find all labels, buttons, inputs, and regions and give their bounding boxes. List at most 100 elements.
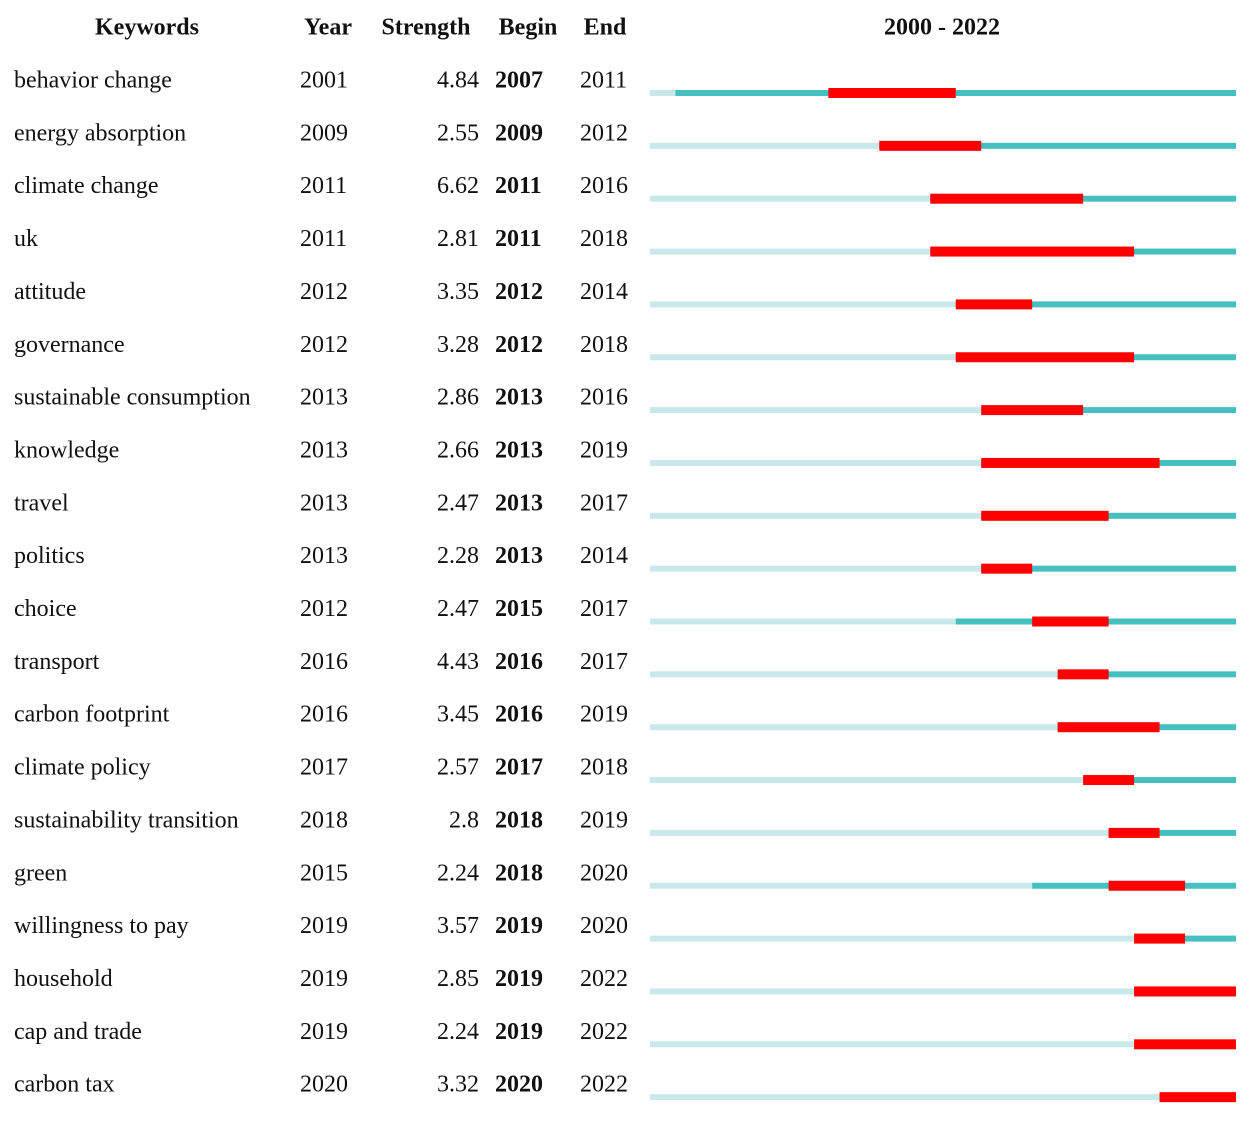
- keyword: willingness to pay: [14, 913, 189, 939]
- before-segment: [650, 671, 1058, 678]
- year: 2019: [300, 966, 348, 992]
- strength: 4.84: [437, 68, 479, 94]
- strength: 2.85: [437, 966, 479, 992]
- keyword: sustainability transition: [14, 807, 239, 833]
- header: Year: [304, 15, 352, 41]
- strength: 3.35: [437, 279, 479, 305]
- begin: 2013: [495, 437, 543, 463]
- end: 2016: [580, 173, 628, 199]
- begin: 2018: [495, 860, 543, 886]
- strength: 3.32: [437, 1072, 479, 1098]
- before-segment: [650, 935, 1135, 942]
- begin: 2013: [495, 543, 543, 569]
- end: 2017: [580, 490, 628, 516]
- before-segment: [650, 988, 1135, 995]
- strength: 3.45: [437, 702, 479, 728]
- begin: 2019: [495, 966, 543, 992]
- active-segment: [1108, 829, 1236, 836]
- strength: 2.81: [437, 226, 479, 252]
- strength: 2.55: [437, 120, 479, 146]
- burst-segment: [1108, 827, 1160, 838]
- strength: 4.43: [437, 649, 479, 675]
- year: 2009: [300, 120, 348, 146]
- strength: 2.8: [449, 807, 479, 833]
- begin: 2019: [495, 1019, 543, 1045]
- active-segment: [879, 142, 1236, 149]
- keyword: energy absorption: [14, 120, 186, 146]
- strength: 2.28: [437, 543, 479, 569]
- keyword: cap and trade: [14, 1019, 142, 1045]
- keyword: climate change: [14, 173, 159, 199]
- end: 2020: [580, 860, 628, 886]
- end: 2011: [580, 68, 627, 94]
- end: 2018: [580, 755, 628, 781]
- end: 2017: [580, 649, 628, 675]
- year: 2019: [300, 913, 348, 939]
- end: 2022: [580, 1072, 628, 1098]
- end: 2012: [580, 120, 628, 146]
- before-segment: [650, 565, 982, 572]
- strength: 2.57: [437, 755, 479, 781]
- burst-segment: [1134, 933, 1186, 944]
- strength: 3.57: [437, 913, 479, 939]
- burst-segment: [930, 193, 1084, 204]
- begin: 2012: [495, 279, 543, 305]
- year: 2011: [300, 173, 347, 199]
- year: 2013: [300, 543, 348, 569]
- strength: 2.47: [437, 490, 479, 516]
- before-segment: [650, 248, 931, 255]
- end: 2014: [580, 543, 628, 569]
- strength: 6.62: [437, 173, 479, 199]
- keyword: attitude: [14, 279, 86, 305]
- before-segment: [650, 142, 880, 149]
- burst-segment: [1134, 986, 1236, 997]
- year: 2012: [300, 279, 348, 305]
- year: 2019: [300, 1019, 348, 1045]
- year: 2011: [300, 226, 347, 252]
- before-segment: [650, 512, 982, 519]
- year: 2015: [300, 860, 348, 886]
- begin: 2012: [495, 332, 543, 358]
- end: 2018: [580, 332, 628, 358]
- end: 2014: [580, 279, 628, 305]
- begin: 2015: [495, 596, 543, 622]
- active-segment: [1083, 777, 1236, 784]
- before-segment: [650, 724, 1058, 731]
- year: 2017: [300, 755, 348, 781]
- keyword: green: [14, 860, 67, 886]
- strength: 2.24: [437, 860, 479, 886]
- burst-segment: [1057, 722, 1160, 733]
- begin: 2011: [495, 226, 542, 252]
- begin: 2007: [495, 68, 543, 94]
- burst-segment: [981, 510, 1109, 521]
- burst-segment: [1134, 1039, 1236, 1050]
- burst-segment: [828, 88, 956, 98]
- year: 2016: [300, 649, 348, 675]
- keyword: politics: [14, 543, 85, 569]
- begin: 2019: [495, 913, 543, 939]
- burst-segment: [1083, 775, 1135, 786]
- year: 2020: [300, 1072, 348, 1098]
- burst-segment: [981, 405, 1084, 416]
- strength: 2.47: [437, 596, 479, 622]
- begin: 2011: [495, 173, 542, 199]
- burst-segment: [1057, 669, 1109, 680]
- active-segment: [981, 565, 1236, 572]
- before-segment: [650, 1041, 1135, 1048]
- burst-segment: [1032, 616, 1109, 627]
- before-segment: [650, 407, 982, 414]
- before-segment: [650, 354, 956, 361]
- active-segment: [955, 301, 1236, 308]
- year: 2016: [300, 702, 348, 728]
- begin: 2013: [495, 385, 543, 411]
- before-segment: [650, 777, 1084, 784]
- before-segment: [650, 829, 1109, 836]
- strength: 2.66: [437, 437, 479, 463]
- begin: 2013: [495, 490, 543, 516]
- end: 2022: [580, 966, 628, 992]
- before-segment: [650, 90, 676, 96]
- begin: 2016: [495, 649, 543, 675]
- active-segment: [981, 407, 1236, 414]
- year: 2001: [300, 68, 348, 94]
